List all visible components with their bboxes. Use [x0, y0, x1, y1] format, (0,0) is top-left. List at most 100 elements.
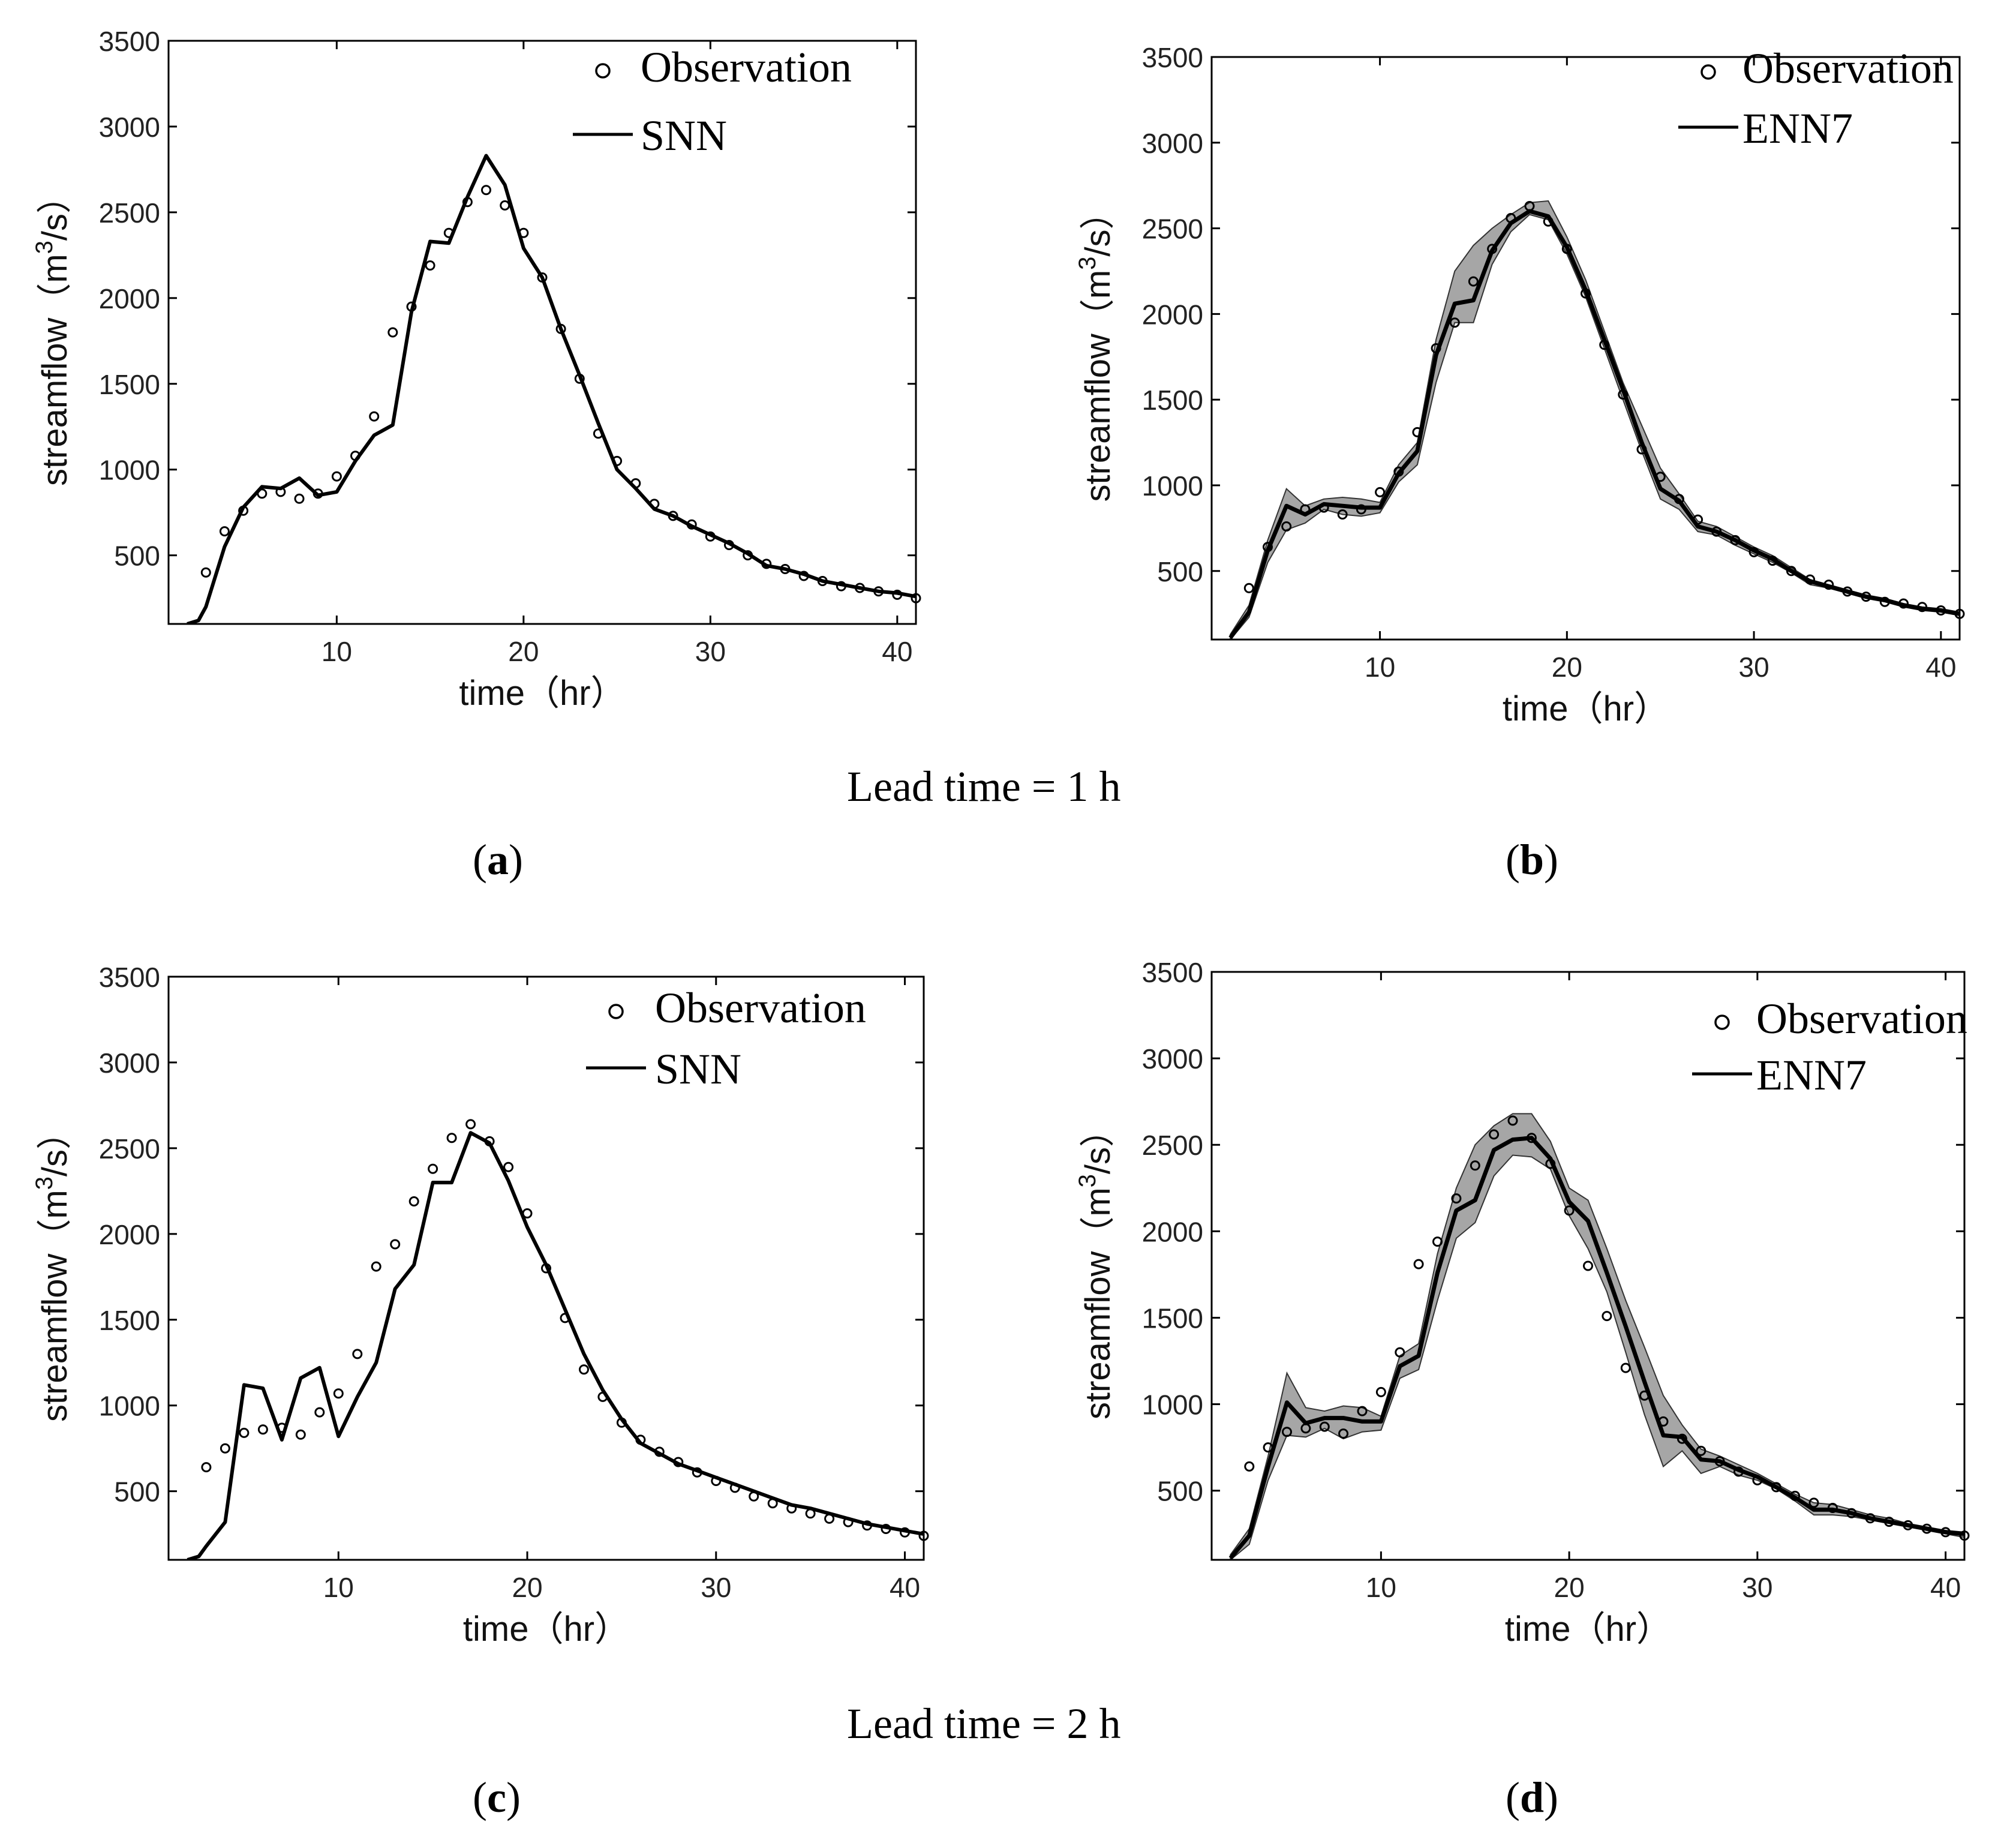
y-tick-label: 3000	[1142, 1043, 1203, 1074]
observation-point	[350, 451, 360, 461]
x-tick-label: 10	[323, 1572, 354, 1603]
observation-point	[1677, 1433, 1687, 1444]
observation-point	[1375, 487, 1386, 497]
observation-point	[1564, 1205, 1575, 1216]
y-tick-label: 1500	[1142, 385, 1203, 416]
observation-point	[352, 1349, 363, 1359]
observation-point	[465, 1119, 476, 1130]
observation-point	[1338, 1428, 1349, 1439]
observation-point	[729, 1482, 740, 1493]
observation-point	[1243, 583, 1254, 593]
observation-point	[873, 586, 884, 597]
observation-point	[805, 1508, 816, 1519]
x-tick-label: 20	[512, 1572, 542, 1603]
observation-point	[1879, 596, 1890, 607]
observation-point	[425, 260, 435, 271]
y-tick-label: 1000	[99, 1391, 160, 1422]
legend-observation-label: Observation	[1742, 44, 1954, 92]
observation-point	[761, 559, 772, 569]
panel-c-caption: (c)	[473, 1773, 521, 1821]
panel-d-letter: d	[1519, 1773, 1545, 1821]
legend-observation-marker	[595, 63, 611, 79]
observation-point	[1524, 201, 1535, 211]
observation-point	[612, 455, 623, 466]
observation-point	[1432, 1236, 1443, 1247]
observation-point	[686, 519, 697, 530]
observation-point	[331, 471, 342, 482]
observation-point	[1790, 1490, 1801, 1501]
x-tick-label: 10	[322, 636, 352, 667]
y-axis-label-superscript: 3	[31, 241, 58, 254]
y-tick-label: 1500	[1142, 1302, 1203, 1334]
x-tick-label: 10	[1365, 652, 1395, 683]
x-tick-label: 30	[701, 1572, 731, 1603]
observation-point	[1940, 1527, 1951, 1538]
observation-point	[711, 1476, 722, 1486]
legend-observation-marker	[1700, 64, 1716, 80]
observation-point	[673, 1457, 684, 1467]
observation-point	[1583, 1260, 1593, 1271]
observation-point	[574, 373, 585, 384]
observation-point	[1730, 535, 1741, 545]
observation-point	[1771, 1482, 1781, 1493]
x-tick-label: 20	[1552, 652, 1582, 683]
observation-point	[1561, 244, 1572, 254]
observation-point	[257, 488, 268, 499]
observation-point	[1412, 427, 1423, 437]
panel-d-chart: 500 1000 1500 2000 2500 3000 3500 10 20 30 40 time（…	[1074, 957, 1970, 1649]
observation-point	[1752, 1475, 1763, 1485]
observation-point	[1827, 1503, 1838, 1513]
observation-point	[275, 487, 286, 497]
observation-point	[484, 1136, 495, 1146]
observation-point	[1842, 586, 1853, 597]
y-tick-label: 1000	[1142, 1389, 1203, 1421]
observation-point	[560, 1313, 570, 1323]
observation-point	[705, 531, 716, 542]
observation-point	[1300, 504, 1311, 515]
plot-frame	[1210, 971, 1966, 1561]
observation-point	[1507, 1115, 1518, 1126]
lead-time-1-caption: Lead time = 1 h	[847, 763, 1121, 811]
observation-point	[537, 272, 548, 283]
y-tick-label: 2000	[99, 283, 160, 314]
y-tick-label: 3500	[1142, 42, 1203, 73]
observation-point	[277, 1422, 287, 1433]
y-axis-label: streamflow（m3/s）	[31, 1115, 74, 1422]
observation-point	[238, 505, 249, 516]
panel-c-chart: 500 1000 1500 2000 2500 3000 3500 10 20 30 40 time（…	[31, 962, 929, 1649]
plot-frame	[167, 975, 925, 1561]
observation-point	[1281, 521, 1292, 532]
observation-point	[1337, 509, 1348, 520]
observation-point	[518, 227, 529, 238]
observation-point	[824, 1513, 835, 1524]
observation-point	[597, 1391, 608, 1402]
y-tick-label: 500	[1157, 1476, 1203, 1507]
x-tick-label: 40	[1925, 652, 1956, 683]
y-tick-label: 3500	[1142, 957, 1203, 988]
series-line-snn	[187, 154, 916, 624]
observation-point	[1786, 566, 1796, 577]
observation-point	[1658, 1416, 1669, 1427]
observation-point	[1917, 602, 1928, 613]
observation-point	[387, 327, 398, 338]
observation-point	[1318, 502, 1329, 513]
observation-point	[1431, 343, 1441, 353]
x-axis-label: time（hr）	[1503, 689, 1669, 728]
observation-point	[294, 493, 305, 504]
observation-point	[900, 1527, 910, 1538]
observation-point	[1602, 1311, 1612, 1322]
legend-model-label: ENN7	[1742, 104, 1853, 152]
y-tick-label: 2500	[1142, 214, 1203, 245]
observation-point	[219, 526, 230, 537]
observation-point	[371, 1261, 381, 1272]
series-line-enn7	[1228, 209, 1960, 640]
observation-point	[1865, 1513, 1876, 1524]
legend-model-label: SNN	[655, 1045, 741, 1093]
observation-point	[200, 567, 211, 578]
observation-point	[1884, 1517, 1894, 1527]
panel-c-letter: c	[486, 1773, 506, 1821]
y-tick-label: 1500	[99, 369, 160, 400]
observation-point	[1451, 1193, 1462, 1204]
y-tick-label: 3500	[99, 26, 160, 57]
observation-point	[692, 1467, 702, 1478]
